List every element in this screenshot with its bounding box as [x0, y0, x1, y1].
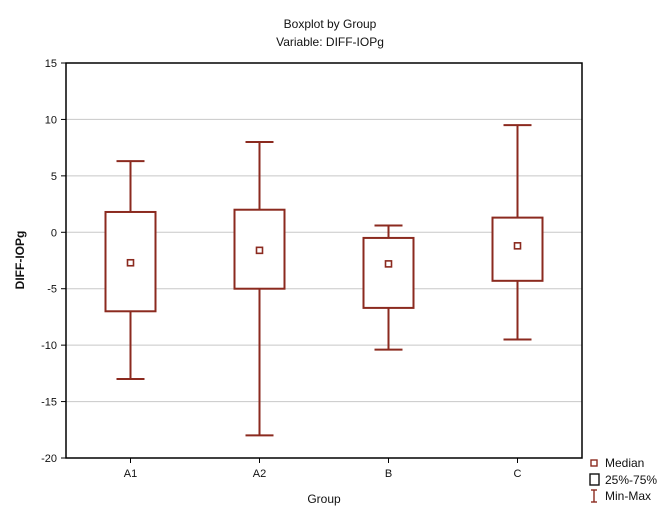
- legend-box-label: 25%-75%: [605, 473, 657, 487]
- legend-median-icon: [590, 459, 598, 467]
- box-group-c: [491, 124, 544, 341]
- legend-whisker-icon: [591, 489, 597, 503]
- box-iqr: [362, 236, 415, 309]
- y-tick-label: -5: [47, 284, 57, 296]
- legend-box-icon: [589, 473, 600, 486]
- legend: Median 25%-75% Min-Max: [589, 456, 657, 503]
- legend-median-label: Median: [605, 456, 644, 470]
- x-tick-label: A2: [253, 468, 266, 480]
- y-axis-label: DIFF-IOPg: [13, 231, 27, 290]
- box-group-a1: [104, 160, 157, 380]
- y-tick-label: 0: [51, 227, 57, 239]
- y-tick-label: -20: [41, 453, 57, 465]
- median-marker: [126, 258, 135, 267]
- boxes: [104, 124, 544, 437]
- chart-subtitle: Variable: DIFF-IOPg: [276, 35, 384, 49]
- y-axis-ticks: 15 10 5 0 -5 -10 -15 -20: [41, 58, 66, 465]
- legend-whisker-label: Min-Max: [605, 489, 651, 503]
- x-tick-label: A1: [124, 468, 137, 480]
- x-tick-label: B: [385, 468, 392, 480]
- y-tick-label: 10: [45, 114, 57, 126]
- x-tick-label: C: [514, 468, 522, 480]
- y-tick-label: -15: [41, 397, 57, 409]
- chart-title: Boxplot by Group: [284, 17, 377, 31]
- median-marker: [513, 242, 522, 250]
- y-tick-label: 5: [51, 171, 57, 183]
- median-marker: [255, 246, 264, 255]
- plot-frame: [65, 62, 583, 459]
- y-tick-label: -10: [41, 340, 57, 352]
- y-tick-label: 15: [45, 58, 57, 70]
- median-marker: [384, 260, 393, 268]
- box-group-a2: [233, 141, 286, 437]
- box-group-b: [362, 224, 415, 351]
- x-axis-label: Group: [307, 492, 341, 506]
- x-axis-ticks: A1 A2 B C: [124, 458, 522, 480]
